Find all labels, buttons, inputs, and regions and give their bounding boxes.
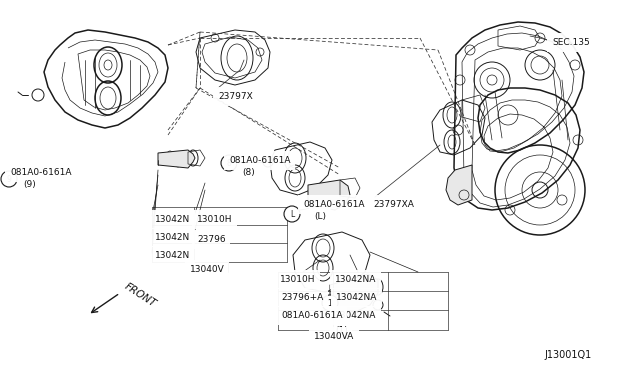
Text: 13042NA: 13042NA <box>335 275 376 284</box>
Text: J13001Q1: J13001Q1 <box>544 350 591 360</box>
Text: 081A0-6161A: 081A0-6161A <box>229 156 291 165</box>
Text: 23796: 23796 <box>197 235 226 244</box>
Text: 13042N: 13042N <box>155 215 190 224</box>
Text: 13042NA: 13042NA <box>336 293 378 302</box>
Text: 13040VA: 13040VA <box>314 332 355 341</box>
Text: L: L <box>290 209 294 218</box>
Circle shape <box>322 295 338 311</box>
Text: 13042N: 13042N <box>155 233 190 242</box>
Circle shape <box>221 155 237 171</box>
Text: 23797XA: 23797XA <box>373 200 414 209</box>
Circle shape <box>1 171 17 187</box>
Text: (L): (L) <box>314 212 326 221</box>
Text: 23797X: 23797X <box>218 92 253 101</box>
Text: 8: 8 <box>227 158 232 167</box>
Text: 081A0-6161A: 081A0-6161A <box>10 168 72 177</box>
Text: 13040V: 13040V <box>190 265 225 274</box>
Text: FRONT: FRONT <box>123 282 158 310</box>
Text: (1): (1) <box>335 326 348 335</box>
Circle shape <box>284 206 300 222</box>
Polygon shape <box>330 274 378 312</box>
Text: 13042NA: 13042NA <box>335 311 376 320</box>
Text: (8): (8) <box>242 168 255 177</box>
Text: SEC.135: SEC.135 <box>552 38 589 47</box>
Text: 13042N: 13042N <box>155 251 190 260</box>
Text: 081A0-6161A: 081A0-6161A <box>281 311 342 320</box>
Text: 23796+A: 23796+A <box>281 293 323 302</box>
Polygon shape <box>158 150 195 168</box>
Polygon shape <box>446 165 472 205</box>
Text: 081A0-6161A: 081A0-6161A <box>303 200 365 209</box>
Text: 13010H: 13010H <box>197 215 232 224</box>
Polygon shape <box>308 180 350 210</box>
Text: 9: 9 <box>6 174 12 183</box>
Text: 13010H: 13010H <box>280 275 316 284</box>
Text: (9): (9) <box>23 180 36 189</box>
Text: 1: 1 <box>328 298 332 308</box>
